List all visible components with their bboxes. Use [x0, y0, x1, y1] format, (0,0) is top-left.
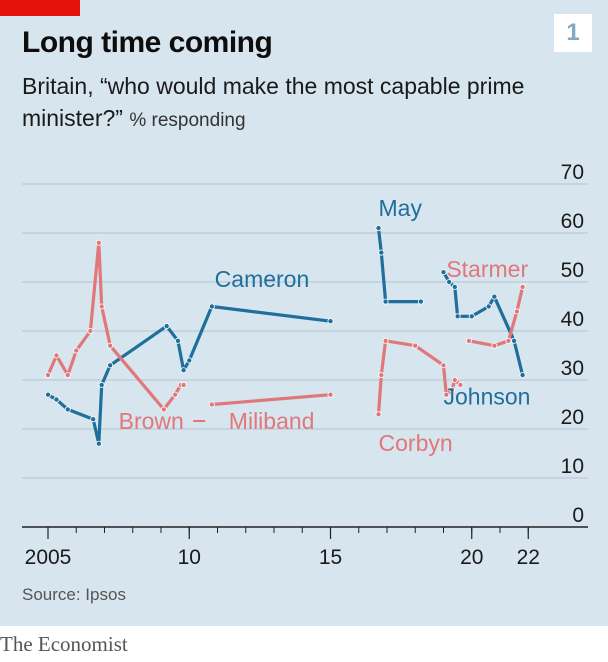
series-label-johnson: Johnson: [444, 384, 531, 410]
data-point-brown-7: [107, 342, 114, 349]
data-point-starmer-2: [505, 337, 512, 344]
x-tick-label-20: 20: [460, 546, 483, 569]
series-labels: Cameron Brown Miliband May Corbyn Johnson Star…: [119, 195, 531, 456]
y-tick-label-30: 30: [561, 357, 584, 380]
x-tick-label-22: 22: [517, 546, 540, 569]
data-point-johnson-1: [446, 278, 453, 285]
data-point-cameron-4: [95, 440, 102, 447]
series-line-may: [376, 226, 423, 304]
series-label-corbyn: Corbyn: [379, 430, 453, 456]
series-label-miliband: Miliband: [229, 408, 315, 434]
data-point-corbyn-2: [382, 337, 389, 344]
chart-title: Long time coming: [22, 26, 273, 59]
series-points: [45, 225, 526, 447]
data-point-johnson-5: [485, 303, 492, 310]
unit-label: % responding: [129, 110, 246, 131]
data-point-may-1: [378, 249, 385, 256]
y-tick-label-10: 10: [561, 455, 584, 478]
data-point-johnson-4: [468, 313, 475, 320]
data-point-corbyn-3: [412, 342, 419, 349]
data-point-brown-5: [95, 239, 102, 246]
data-point-cameron-0: [45, 391, 52, 398]
y-tick-label-20: 20: [561, 406, 584, 429]
data-point-corbyn-1: [378, 372, 385, 379]
gridlines: [22, 183, 588, 528]
data-point-cameron-3: [90, 416, 97, 423]
data-point-johnson-6: [491, 293, 498, 300]
chart-panel: [0, 0, 608, 626]
y-tick-label-70: 70: [561, 161, 584, 184]
data-point-starmer-4: [519, 283, 526, 290]
series-label-brown: Brown: [119, 408, 184, 434]
data-point-corbyn-5: [443, 391, 450, 398]
data-point-corbyn-8: [457, 381, 464, 388]
data-point-corbyn-0: [375, 411, 382, 418]
economist-brand: The Economist: [0, 632, 128, 656]
data-point-cameron-8: [174, 337, 181, 344]
subtitle-text: Britain, “who would make the most capabl…: [22, 73, 525, 131]
data-point-may-0: [375, 225, 382, 232]
data-point-starmer-3: [513, 308, 520, 315]
data-point-miliband-1: [327, 391, 334, 398]
data-point-cameron-9: [180, 367, 187, 374]
chart-subtitle: Britain, “who would make the most capabl…: [22, 70, 582, 137]
source-note: Source: Ipsos: [22, 585, 126, 604]
data-point-brown-8: [160, 406, 167, 413]
data-point-cameron-2: [64, 406, 71, 413]
data-point-may-3: [417, 298, 424, 305]
data-point-cameron-12: [327, 318, 334, 325]
data-point-johnson-2: [451, 283, 458, 290]
series-line-miliband: [210, 393, 333, 407]
data-point-brown-6: [98, 303, 105, 310]
series-label-cameron: Cameron: [215, 266, 310, 292]
series-line-brown: [46, 241, 186, 411]
data-point-cameron-10: [186, 357, 193, 364]
x-tick-label-2005: 2005: [25, 546, 72, 569]
data-point-corbyn-6: [448, 386, 455, 393]
data-point-brown-1: [53, 352, 60, 359]
data-point-johnson-0: [440, 269, 447, 276]
data-point-cameron-6: [107, 362, 114, 369]
series-label-may: May: [379, 195, 423, 221]
y-tick-label-60: 60: [561, 210, 584, 233]
x-axis: 2005 10 15 20 22: [25, 527, 540, 569]
data-point-brown-4: [87, 327, 94, 334]
economist-red-tag: [0, 0, 80, 16]
data-point-cameron-7: [163, 323, 170, 330]
y-tick-label-50: 50: [561, 259, 584, 282]
data-point-may-2: [382, 298, 389, 305]
y-axis-labels: 0 10 20 30 40 50 60 70: [561, 161, 584, 527]
data-point-cameron-1: [53, 396, 60, 403]
y-tick-label-0: 0: [572, 504, 584, 527]
data-point-cameron-5: [98, 381, 105, 388]
data-point-brown-9: [172, 391, 179, 398]
data-point-johnson-3: [454, 313, 461, 320]
x-tick-label-10: 10: [178, 546, 201, 569]
series-label-starmer: Starmer: [446, 256, 528, 282]
data-point-corbyn-7: [451, 376, 458, 383]
chart-number-badge: 1: [554, 14, 592, 52]
data-point-brown-0: [45, 372, 52, 379]
line-chart: 0 10 20 30 40 50 60 70 2005 10 15 20 22 Cameron Brow…: [22, 161, 588, 569]
data-point-miliband-0: [208, 401, 215, 408]
data-point-johnson-7: [511, 337, 518, 344]
data-point-corbyn-4: [440, 362, 447, 369]
data-point-cameron-11: [208, 303, 215, 310]
data-point-brown-3: [73, 347, 80, 354]
data-point-starmer-0: [465, 337, 472, 344]
data-point-brown-11: [180, 381, 187, 388]
data-point-brown-2: [64, 372, 71, 379]
x-tick-label-15: 15: [319, 546, 342, 569]
data-point-johnson-8: [519, 372, 526, 379]
data-point-starmer-1: [491, 342, 498, 349]
y-tick-label-40: 40: [561, 308, 584, 331]
